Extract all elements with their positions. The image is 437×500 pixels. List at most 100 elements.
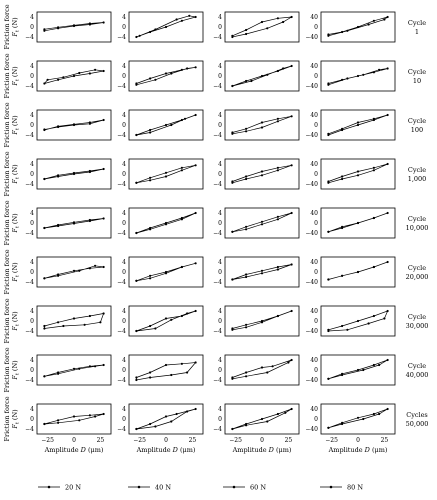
loop-point [260, 121, 264, 124]
y-axis-label: Ft (N) [11, 311, 21, 332]
cycle-label: Cycle [408, 313, 426, 321]
panel-r8-c4 [320, 354, 396, 386]
loop-point [88, 365, 91, 368]
y-tick-label: 4 [30, 357, 34, 364]
cycle-label: Cycle [408, 117, 426, 125]
loop-point [72, 415, 76, 418]
loop-point [43, 277, 46, 280]
loop-point [102, 265, 105, 269]
loop-point [378, 412, 381, 416]
loop-point [88, 267, 91, 270]
loop-line [232, 115, 292, 135]
loop-point [164, 175, 168, 178]
loop-point [62, 76, 65, 79]
x-tick-label: −25 [133, 437, 146, 444]
loop-line [328, 261, 388, 280]
loop-point [164, 223, 168, 226]
panel-r9-c4 [320, 403, 396, 435]
loop-point [367, 322, 370, 325]
loop-point [72, 367, 76, 370]
loop-point [231, 35, 234, 39]
loop-point [386, 113, 389, 117]
loop-point [102, 69, 105, 73]
panel-r5-c1 [36, 207, 112, 239]
panel-frame [128, 256, 204, 288]
loop-point [266, 27, 269, 30]
loop-point [164, 72, 168, 75]
loop-point [88, 22, 91, 25]
loop-point [276, 120, 279, 123]
x-tick-label: 25 [381, 437, 389, 444]
loop-point [43, 82, 46, 85]
loop-point [356, 74, 360, 78]
loop-point [135, 279, 138, 282]
loop-point [290, 309, 293, 313]
cycle-label: Cycle [408, 362, 426, 370]
panel-frame [36, 11, 112, 43]
loop-point [102, 312, 105, 315]
panel-r6-c3 [224, 256, 300, 288]
loop-point [94, 264, 97, 267]
loop-line [232, 264, 292, 280]
y-axis-label: Friction force [3, 249, 11, 294]
y-tick-label: 0 [218, 73, 222, 80]
loop-point [72, 123, 76, 127]
loop-point [231, 181, 234, 184]
loop-point [72, 74, 76, 78]
x-tick-label: 25 [285, 437, 293, 444]
loop-point [290, 64, 293, 68]
loop-point [260, 366, 264, 369]
loop-point [135, 378, 138, 382]
panel-frame [224, 158, 300, 190]
cycle-label: Cycles [406, 411, 428, 419]
loop-point [78, 367, 81, 370]
loop-point [231, 230, 234, 233]
loop-point [260, 174, 264, 177]
loop-point [188, 14, 191, 17]
loop-point [260, 417, 264, 421]
loop-point [260, 170, 264, 173]
loop-point [276, 69, 279, 73]
loop-point [138, 34, 141, 37]
panel-r7-c3 [224, 305, 300, 337]
y-tick-label: 0 [30, 122, 34, 129]
loop-point [57, 274, 60, 277]
y-tick-label: 0 [218, 416, 222, 423]
y-tick-label: −4 [25, 230, 34, 237]
loop-point [180, 118, 183, 122]
y-tick-label: −40 [305, 328, 318, 335]
loop-point [102, 412, 105, 416]
y-tick-label: 4 [122, 161, 126, 168]
loop-point [276, 169, 279, 172]
loop-line [44, 265, 104, 279]
loop-point [170, 72, 173, 75]
loop-point [194, 309, 197, 313]
loop-point [372, 118, 375, 122]
loop-point [149, 128, 152, 132]
loop-point [57, 175, 60, 178]
y-tick-label: 0 [218, 122, 222, 129]
loop-point [43, 324, 46, 328]
panel-r7-c2 [128, 305, 204, 337]
loop-point [290, 358, 293, 362]
loop-point [356, 174, 360, 177]
x-tick-label: 0 [356, 437, 360, 444]
y-tick-label: 40 [310, 259, 318, 266]
legend-marker [137, 485, 141, 489]
y-tick-label: 0 [314, 73, 318, 80]
loop-point [362, 73, 365, 76]
panel-frame [36, 158, 112, 190]
y-tick-label: 40 [310, 112, 318, 119]
panel-r2-c3 [224, 60, 300, 92]
panel-frame [224, 256, 300, 288]
loop-point [356, 25, 360, 29]
loop-point [194, 407, 197, 411]
loop-point [245, 127, 248, 130]
loop-point [231, 377, 234, 380]
loop-point [386, 260, 389, 264]
cycle-label: Cycle [408, 215, 426, 223]
y-tick-label: 4 [30, 14, 34, 21]
loop-point [135, 376, 138, 379]
y-tick-label: −4 [117, 377, 126, 384]
loop-point [43, 375, 46, 378]
